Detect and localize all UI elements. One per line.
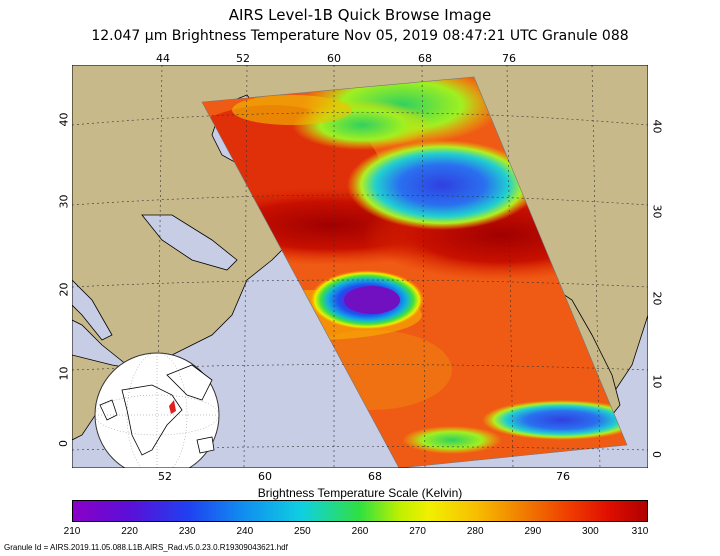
- lon-tick-top: 76: [502, 52, 516, 65]
- lat-tick-left: 20: [57, 282, 71, 297]
- lat-tick-left: 40: [57, 112, 71, 127]
- color-scale-title: Brightness Temperature Scale (Kelvin): [257, 486, 463, 500]
- map-panel: [72, 65, 648, 468]
- lon-tick-bottom: 60: [258, 470, 272, 483]
- color-scale-tick: 290: [524, 526, 542, 537]
- lon-tick-bottom: 76: [556, 470, 570, 483]
- lat-tick-left: 30: [57, 194, 71, 209]
- color-scale-tick: 270: [409, 526, 426, 537]
- color-scale-tick: 300: [582, 526, 599, 537]
- land-red-sea: [72, 279, 113, 341]
- color-scale-tick: 260: [351, 526, 369, 537]
- color-scale-tick: 240: [236, 526, 254, 537]
- lon-tick-top: 44: [156, 52, 170, 65]
- lon-tick-top: 52: [236, 52, 250, 65]
- lon-tick-bottom: 52: [158, 470, 172, 483]
- color-scale-tick: 250: [294, 526, 311, 537]
- granule-id: Granule Id = AIRS.2019.11.05.088.L1B.AIR…: [4, 543, 288, 552]
- color-scale-tick: 310: [631, 526, 649, 537]
- lat-tick-right: 10: [650, 374, 664, 389]
- lat-tick-right: 40: [650, 119, 664, 134]
- land-arabia-gulf: [141, 214, 238, 271]
- lon-tick-top: 60: [327, 52, 341, 65]
- globe-inset: [94, 352, 220, 468]
- image-title: AIRS Level-1B Quick Browse Image: [228, 6, 492, 24]
- lon-tick-bottom: 68: [368, 470, 382, 483]
- lon-tick-top: 68: [418, 52, 432, 65]
- color-scale-tick: 220: [121, 526, 138, 537]
- color-scale-tick: 230: [178, 526, 196, 537]
- lat-tick-left: 10: [57, 366, 71, 381]
- lat-tick-right: 20: [650, 291, 664, 306]
- color-scale-bar: [72, 500, 648, 522]
- lat-tick-right: 30: [650, 204, 664, 219]
- image-subtitle: 12.047 μm Brightness Temperature Nov 05,…: [91, 28, 629, 44]
- color-scale-tick: 210: [63, 526, 81, 537]
- lat-tick-left: 0: [57, 440, 70, 447]
- color-scale-tick: 280: [466, 526, 484, 537]
- lat-tick-right: 0: [650, 451, 663, 458]
